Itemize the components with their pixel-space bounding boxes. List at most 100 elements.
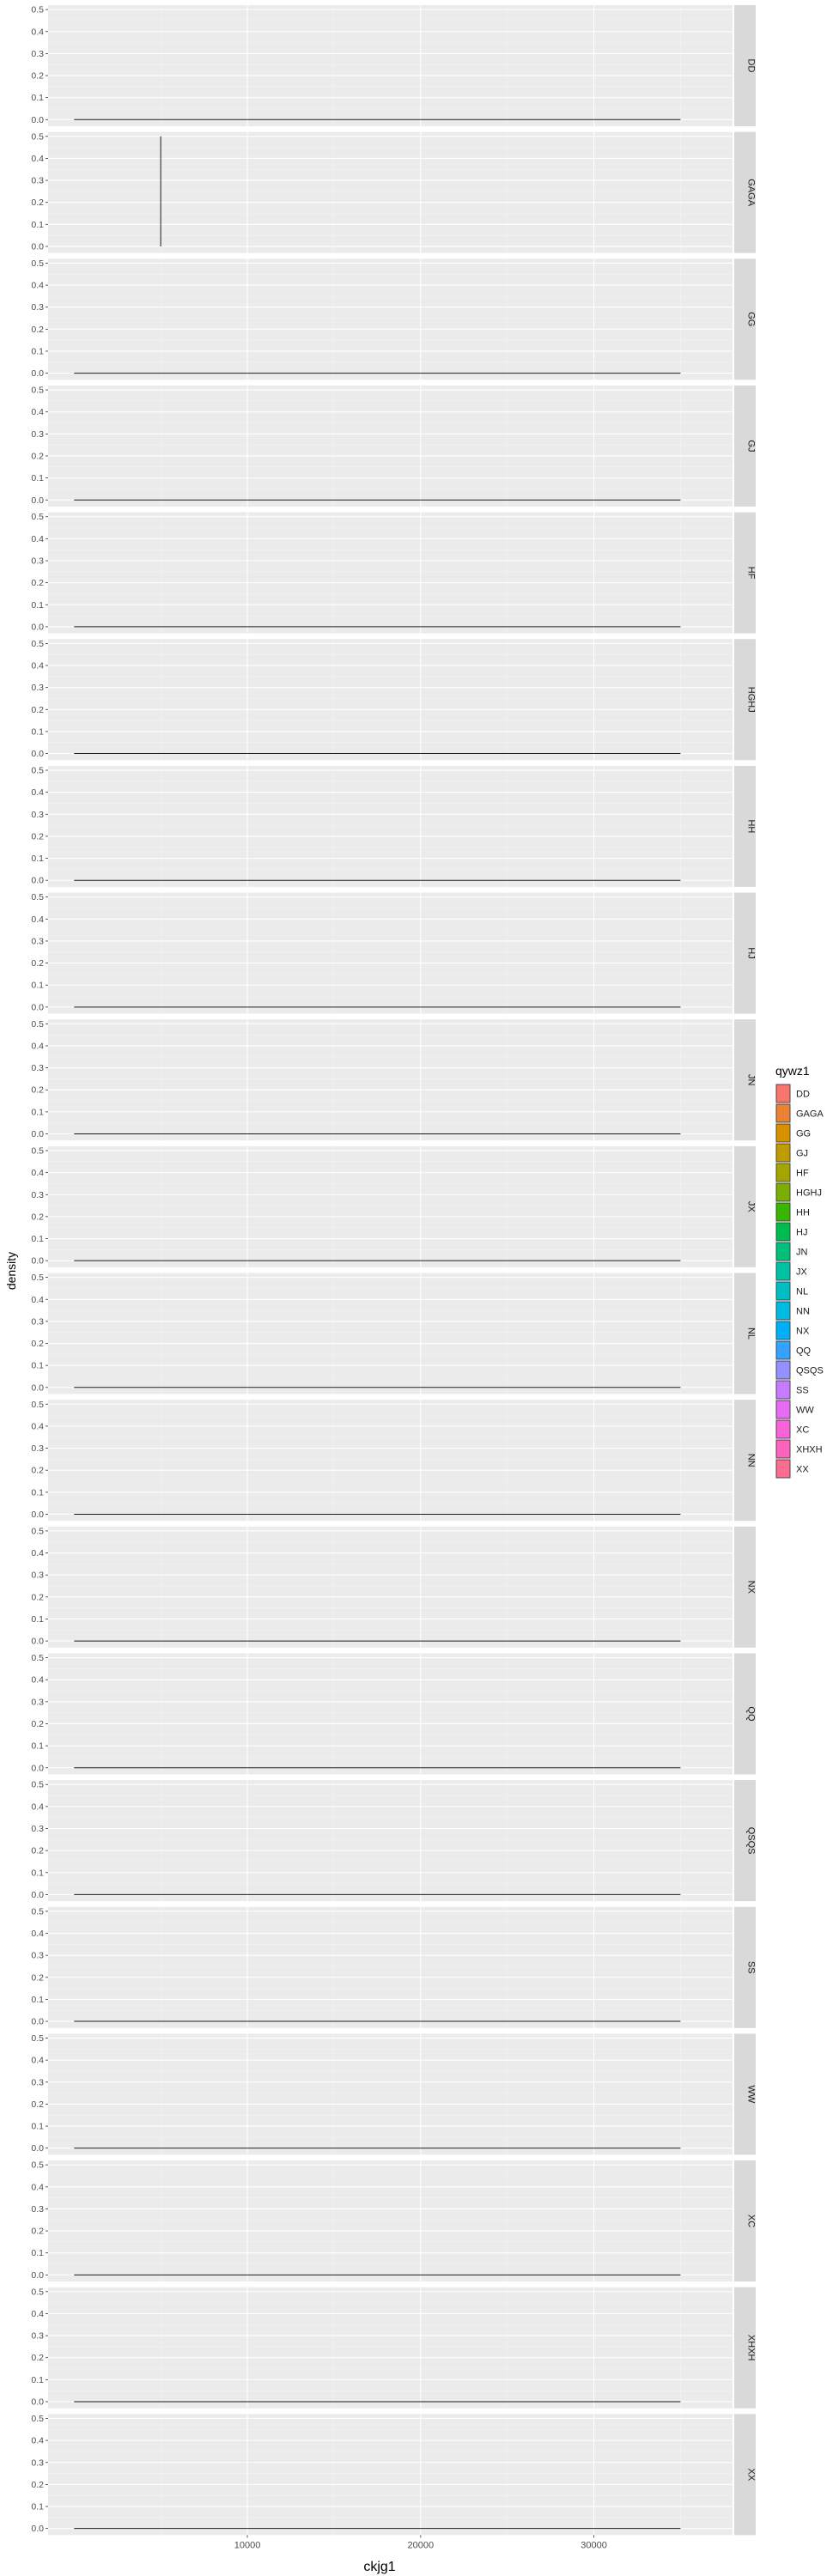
legend-swatch	[775, 1360, 791, 1380]
y-tick-label: 0.2	[31, 2227, 44, 2237]
y-tick-label: 0.3	[31, 49, 44, 59]
y-tick-label: 0.4	[31, 2182, 44, 2192]
facet-panel-hghj: 0.0 0.1 0.2 0.3 0.4 0.5 HGHJ	[31, 639, 757, 761]
y-tick-label: 0.3	[31, 2077, 44, 2087]
legend-item-dd: DD	[775, 1084, 810, 1103]
legend-swatch	[775, 1340, 791, 1360]
y-axis-title: density	[4, 1252, 18, 1290]
y-tick-label: 0.2	[31, 831, 44, 841]
legend-swatch	[775, 1281, 791, 1301]
y-tick-label: 0.0	[31, 1382, 44, 1393]
y-tick-label: 0.4	[31, 407, 44, 417]
facet-strip-label: WW	[746, 2086, 757, 2104]
panel-background	[48, 385, 733, 507]
y-tick-label: 0.1	[31, 1361, 44, 1371]
y-tick-label: 0.1	[31, 2375, 44, 2385]
legend-label: QSQS	[796, 1366, 824, 1376]
y-tick-label: 0.2	[31, 1212, 44, 1222]
panel-background	[48, 512, 733, 634]
y-tick-label: 0.1	[31, 1868, 44, 1878]
y-tick-label: 0.2	[31, 578, 44, 588]
legend-item-jx: JX	[775, 1261, 808, 1281]
y-tick-label: 0.2	[31, 1846, 44, 1856]
facet-strip-label: HH	[746, 819, 757, 833]
legend-swatch	[775, 1301, 791, 1321]
legend-item-hh: HH	[775, 1202, 810, 1222]
facet-strip	[734, 1906, 756, 2028]
legend-swatch	[775, 1380, 791, 1400]
facet-strip	[734, 258, 756, 380]
y-tick-label: 0.4	[31, 914, 44, 925]
facet-panel-ss: 0.0 0.1 0.2 0.3 0.4 0.5 SS	[31, 1906, 757, 2028]
y-tick-label: 0.0	[31, 749, 44, 759]
y-tick-label: 0.2	[31, 2099, 44, 2110]
facet-strip	[734, 1780, 756, 1902]
facet-strip-label: NX	[746, 1581, 757, 1595]
legend-swatch	[775, 1459, 791, 1479]
y-tick-label: 0.3	[31, 1063, 44, 1073]
y-tick-label: 0.3	[31, 556, 44, 567]
y-tick-label: 0.4	[31, 787, 44, 798]
y-tick-label: 0.3	[31, 302, 44, 313]
y-tick-label: 0.5	[31, 1780, 44, 1790]
y-tick-label: 0.0	[31, 2397, 44, 2408]
legend-swatch	[775, 1084, 791, 1103]
facet-strip	[734, 1019, 756, 1141]
y-tick-label: 0.4	[31, 27, 44, 37]
facet-panel-dd: 0.0 0.1 0.2 0.3 0.4 0.5 DD	[31, 5, 757, 126]
y-tick-label: 0.1	[31, 1995, 44, 2005]
y-tick-label: 0.4	[31, 661, 44, 671]
y-tick-label: 0.3	[31, 176, 44, 186]
legend-item-ss: SS	[775, 1380, 809, 1400]
panel-background	[48, 2033, 733, 2155]
facet-panel-gaga: 0.0 0.1 0.2 0.3 0.4 0.5 GAGA	[31, 131, 757, 253]
y-tick-label: 0.1	[31, 2122, 44, 2132]
legend-label: SS	[796, 1386, 809, 1396]
legend-swatch	[775, 1103, 791, 1123]
y-tick-label: 0.5	[31, 2287, 44, 2297]
y-tick-label: 0.4	[31, 2309, 44, 2319]
y-tick-label: 0.2	[31, 2353, 44, 2363]
facet-strip-label: JX	[746, 1201, 757, 1213]
legend-item-nx: NX	[775, 1321, 810, 1340]
legend-label: GG	[796, 1129, 811, 1139]
facet-panel-ww: 0.0 0.1 0.2 0.3 0.4 0.5 WW	[31, 2033, 757, 2155]
y-tick-label: 0.0	[31, 2524, 44, 2534]
y-tick-label: 0.0	[31, 1510, 44, 1520]
y-tick-label: 0.5	[31, 512, 44, 522]
panel-background	[48, 1019, 733, 1141]
legend-swatch	[775, 1321, 791, 1340]
y-tick-label: 0.3	[31, 810, 44, 820]
y-tick-label: 0.5	[31, 1145, 44, 1156]
y-tick-label: 0.1	[31, 93, 44, 103]
legend-label: HF	[796, 1169, 809, 1179]
facet-strip	[734, 5, 756, 126]
facet-panel-gj: 0.0 0.1 0.2 0.3 0.4 0.5 GJ	[31, 385, 757, 507]
facet-strip	[734, 131, 756, 253]
y-tick-label: 0.4	[31, 2056, 44, 2066]
panel-background	[48, 5, 733, 126]
facet-strip-label: HF	[746, 567, 757, 580]
y-tick-label: 0.4	[31, 1041, 44, 1051]
x-tick-label: 30000	[581, 2540, 607, 2550]
legend-label: GAGA	[796, 1109, 824, 1120]
facet-strip-label: NL	[746, 1327, 757, 1340]
legend-label: WW	[796, 1406, 814, 1416]
x-axis: 10000 20000 30000	[234, 2535, 607, 2550]
y-tick-label: 0.0	[31, 1129, 44, 1139]
legend-item-jn: JN	[775, 1242, 808, 1261]
y-tick-label: 0.0	[31, 115, 44, 125]
facet-strip-label: HGHJ	[746, 687, 757, 713]
y-tick-label: 0.5	[31, 1653, 44, 1663]
legend-label: HGHJ	[796, 1188, 822, 1199]
legend-item-xc: XC	[775, 1419, 809, 1439]
y-tick-label: 0.1	[31, 1107, 44, 1117]
y-tick-label: 0.3	[31, 1316, 44, 1327]
y-tick-label: 0.2	[31, 71, 44, 82]
y-tick-label: 0.5	[31, 386, 44, 396]
panel-background	[48, 2414, 733, 2536]
y-tick-label: 0.2	[31, 705, 44, 715]
legend-item-gaga: GAGA	[775, 1103, 824, 1123]
facet-panel-xhxh: 0.0 0.1 0.2 0.3 0.4 0.5 XHXH	[31, 2287, 757, 2409]
y-tick-label: 0.4	[31, 534, 44, 544]
